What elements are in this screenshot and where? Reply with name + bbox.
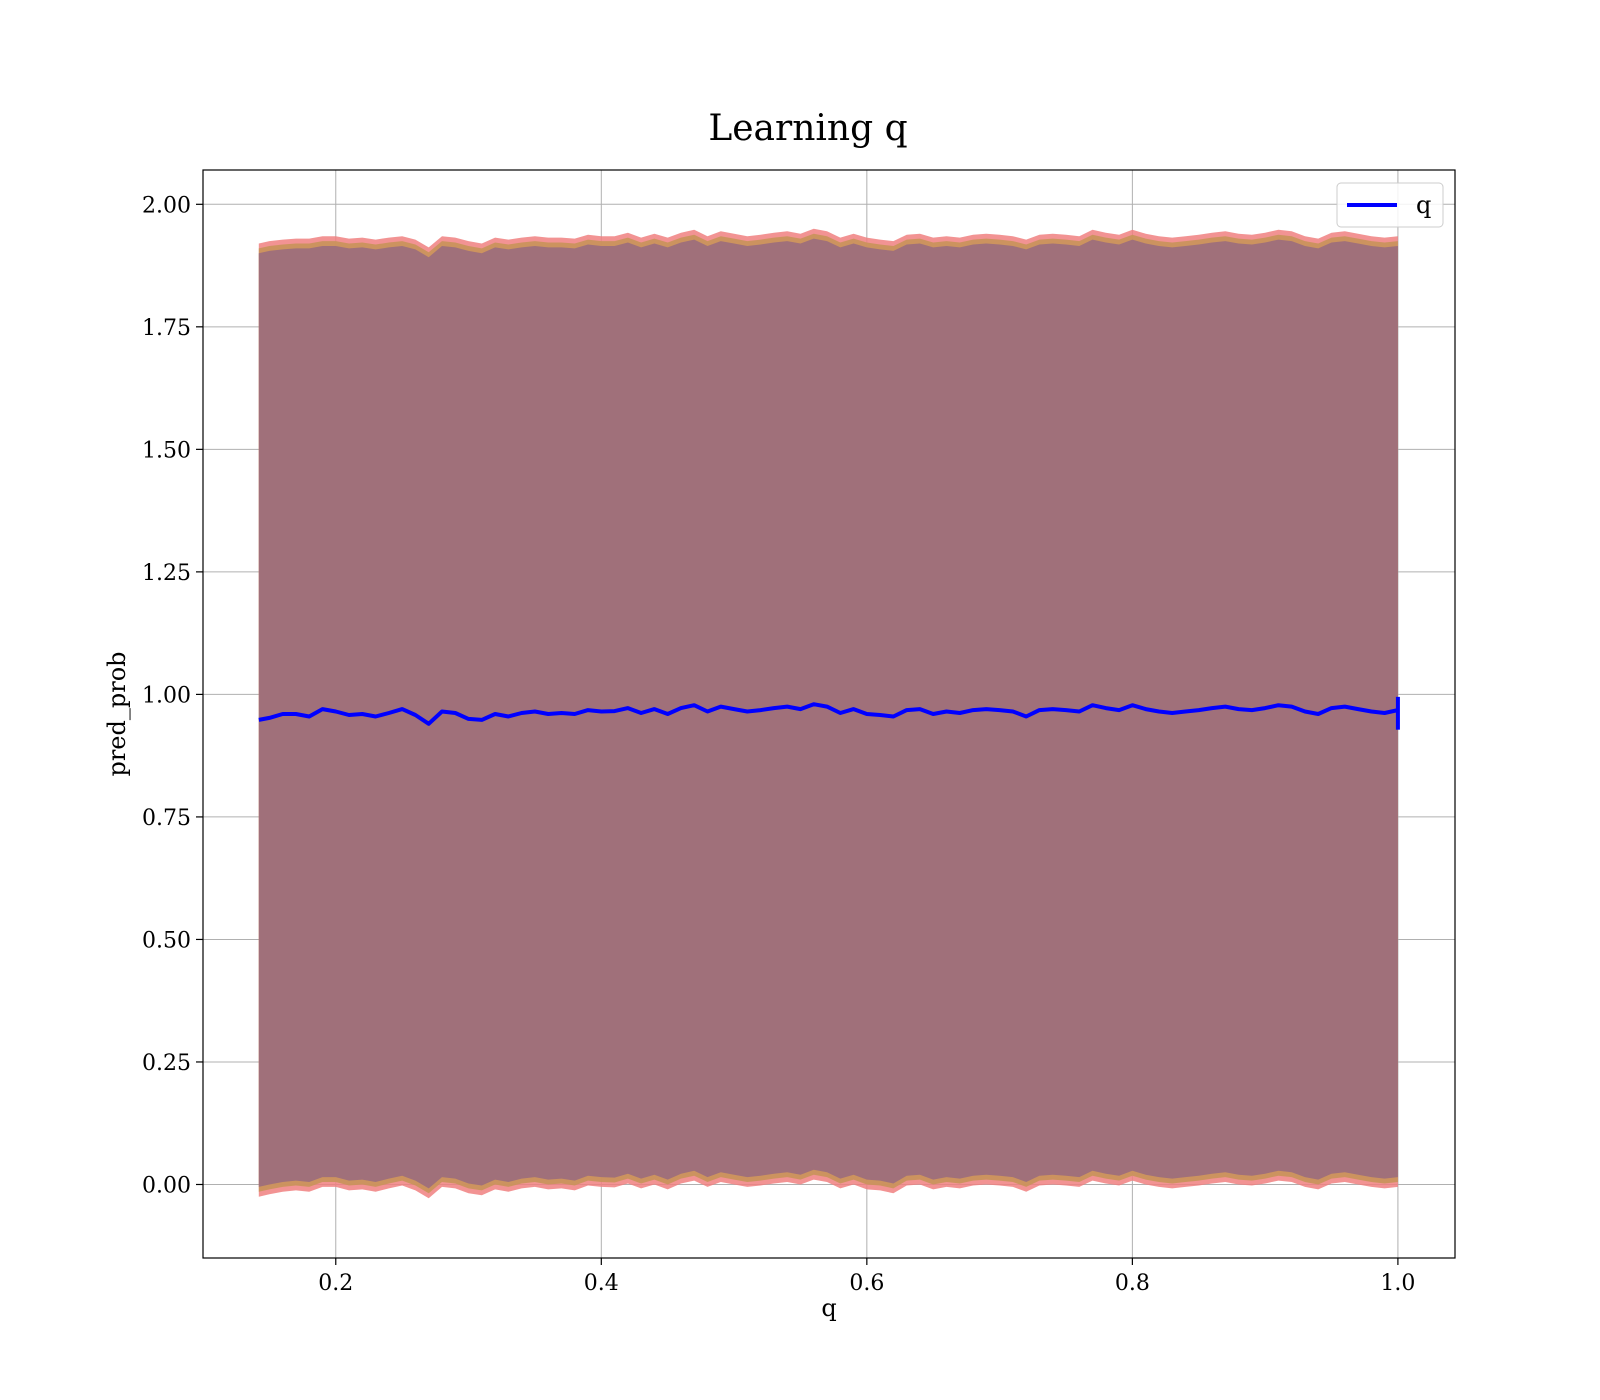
y-tick-label: 0.25 [142,1051,191,1076]
y-tick-label: 1.00 [142,683,191,708]
legend: q [1336,182,1444,228]
y-axis-label: pred_prob [103,651,131,776]
y-tick-label: 0.75 [142,806,191,831]
x-tick-label: 0.4 [584,1271,619,1296]
plot-frame [202,169,1456,1259]
y-tick-label: 0.00 [142,1173,191,1198]
uncertainty-band [258,228,1398,1199]
y-tick-label: 0.50 [142,928,191,953]
y-tick-label: 2.00 [142,193,191,218]
legend-label-q: q [1416,191,1431,219]
y-tick-label: 1.75 [142,316,191,341]
x-tick-label: 1.0 [1380,1271,1415,1296]
band-inner [258,238,1398,1189]
x-axis-label: q [821,1294,836,1322]
chart-title: Learning q [708,108,907,149]
y-axis-ticks: 0.00 0.25 0.50 0.75 1.00 1.25 1.50 1.75 2.00 [142,193,203,1198]
x-tick-label: 0.2 [318,1271,353,1296]
y-tick-label: 1.50 [142,438,191,463]
x-axis-ticks: 0.2 0.4 0.6 0.8 1.0 [318,1258,1415,1296]
x-tick-label: 0.8 [1115,1271,1150,1296]
series-line-layer [258,696,1400,730]
y-tick-label: 1.25 [142,561,191,586]
series-line-q [258,702,1399,726]
x-tick-label: 0.6 [849,1271,884,1296]
